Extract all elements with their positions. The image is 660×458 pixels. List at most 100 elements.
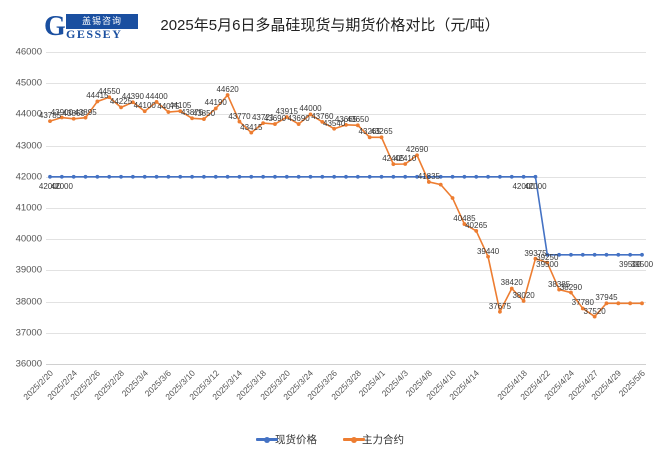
series-point	[166, 174, 171, 179]
series-point	[628, 252, 633, 257]
series-point	[462, 174, 467, 179]
chart-series-svg	[48, 93, 644, 319]
legend-item-1[interactable]: 现货价格	[256, 432, 317, 447]
data-point-label: 38020	[512, 290, 535, 300]
data-point-label: 44620	[216, 85, 239, 95]
series-point	[296, 122, 301, 126]
legend-item-2[interactable]: 主力合约	[343, 432, 404, 447]
series-point	[569, 252, 573, 257]
data-point-label: 42000	[38, 181, 62, 191]
legend-label: 主力合约	[362, 434, 404, 446]
data-point-label: 41835	[417, 171, 440, 181]
y-axis-tick-label: 37000	[15, 327, 42, 339]
grid-line	[46, 270, 646, 272]
series-point	[178, 109, 183, 114]
data-point-label: 37945	[595, 293, 618, 303]
series-point	[450, 196, 455, 200]
legend-marker-dot	[264, 436, 270, 443]
series-point	[59, 174, 64, 179]
series-point	[273, 122, 277, 126]
data-point-label: 43265	[358, 127, 381, 137]
series-point	[592, 252, 597, 257]
series-point	[130, 174, 135, 179]
logo-letter-g: G	[44, 11, 66, 42]
data-point-label: 43770	[228, 111, 251, 121]
series-point	[249, 174, 254, 179]
y-axis-tick-label: 40000	[15, 233, 42, 245]
series-point	[119, 105, 123, 110]
series-point	[438, 182, 443, 187]
series-point	[154, 100, 159, 104]
series-point	[367, 174, 372, 179]
series-point	[486, 254, 490, 259]
series-point	[640, 252, 644, 257]
data-point-label: 37675	[488, 301, 512, 311]
series-point	[450, 174, 455, 179]
data-point-label: 39375	[524, 248, 547, 258]
data-point-label: 44190	[204, 98, 227, 108]
series-point	[379, 135, 384, 140]
series-point	[237, 119, 242, 124]
series-point	[332, 126, 337, 131]
series-point	[486, 174, 490, 179]
series-point	[616, 301, 621, 306]
series-point	[521, 174, 526, 179]
data-point-label: 43265	[370, 127, 393, 137]
series-point	[438, 174, 443, 179]
data-point-label: 43540	[323, 118, 346, 128]
series-point	[640, 301, 644, 306]
series-point	[284, 174, 289, 179]
series-point	[320, 119, 325, 124]
grid-line	[46, 301, 646, 303]
data-point-label: 44225	[109, 97, 133, 107]
series-point	[521, 299, 526, 303]
series-point	[592, 314, 597, 319]
legend-marker-dot	[351, 436, 357, 443]
data-point-label: 42410	[394, 154, 417, 163]
series-point	[616, 252, 621, 257]
data-point-label: 43665	[334, 114, 358, 124]
data-point-label: 43860	[62, 108, 85, 118]
series-point	[509, 174, 514, 179]
series-point	[580, 306, 585, 311]
grid-line	[46, 239, 646, 241]
series-point	[474, 229, 479, 233]
data-point-label: 39250	[536, 252, 559, 262]
series-point	[628, 301, 633, 306]
data-point-label: 42690	[405, 145, 429, 155]
data-point-label: 44390	[121, 92, 144, 102]
series-point	[557, 287, 562, 292]
y-axis-tick-label: 41000	[15, 202, 42, 214]
series-point	[426, 180, 431, 184]
data-point-label: 39500	[536, 259, 559, 269]
series-point	[130, 100, 135, 105]
brand-logo: G 盖锡咨询 GESSEY	[44, 12, 144, 42]
grid-line	[46, 114, 646, 116]
logo-wordmark: GESSEY	[66, 27, 123, 41]
data-point-label: 39440	[476, 246, 500, 256]
series-point	[225, 174, 230, 179]
data-point-label: 42000	[50, 181, 73, 191]
series-point	[557, 252, 562, 257]
series-point	[391, 162, 396, 167]
series-point	[415, 153, 419, 158]
y-axis-tick-label: 44000	[15, 108, 42, 120]
series-point	[107, 95, 112, 100]
series-point	[59, 115, 64, 120]
data-point-label: 44000	[299, 104, 322, 114]
series-point	[213, 174, 218, 179]
data-point-label: 43760	[311, 111, 334, 121]
series-point	[403, 174, 408, 179]
series-point	[545, 252, 550, 257]
data-point-label: 40265	[465, 220, 488, 230]
legend-label: 现货价格	[275, 434, 317, 446]
series-point	[95, 174, 100, 179]
data-point-label: 44400	[145, 91, 168, 101]
data-point-label: 43850	[192, 109, 216, 119]
series-point	[71, 116, 76, 121]
series-point	[202, 174, 206, 179]
series-point	[202, 117, 206, 121]
data-point-label: 43895	[74, 107, 97, 117]
data-point-label: 43875	[180, 108, 204, 118]
data-point-label: 39500	[619, 259, 642, 269]
